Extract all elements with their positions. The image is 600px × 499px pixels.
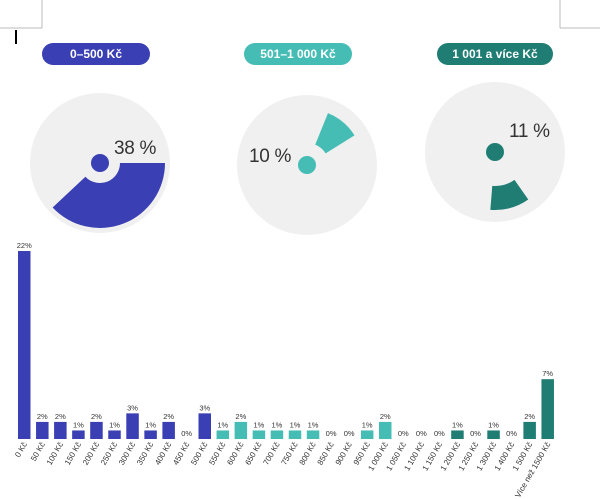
bar-value-label: 2% xyxy=(55,412,66,421)
pie-sector xyxy=(52,163,166,228)
bar xyxy=(379,421,392,439)
bar xyxy=(90,421,103,439)
bar xyxy=(360,430,374,439)
bar xyxy=(126,413,139,439)
pie-mid-graphic xyxy=(237,95,377,235)
bar xyxy=(72,430,85,439)
bar-value-label: 0% xyxy=(181,429,192,438)
pie-high-graphic xyxy=(425,82,565,222)
bar-value-label: 1% xyxy=(73,420,84,429)
bar-value-label: 1% xyxy=(217,420,228,429)
pie-high xyxy=(425,82,565,222)
bar-value-label: 1% xyxy=(272,420,283,429)
bar xyxy=(36,421,49,439)
pie-sector xyxy=(490,179,529,210)
pie-mid-percent: 10 % xyxy=(249,146,292,167)
pie-mid xyxy=(237,95,377,235)
bar-value-label: 0% xyxy=(326,429,337,438)
bar xyxy=(198,413,211,439)
bar xyxy=(162,421,175,439)
bar-value-label: 2% xyxy=(37,412,48,421)
bar-value-label: 1% xyxy=(145,420,156,429)
pie-low xyxy=(30,93,170,233)
bar-value-label: 2% xyxy=(380,412,391,421)
bar-value-label: 1% xyxy=(362,420,373,429)
pie-low-graphic xyxy=(30,93,170,233)
bar xyxy=(216,430,230,439)
bar-value-label: 1% xyxy=(253,420,264,429)
bar xyxy=(270,430,284,439)
group-pill-mid: 501–1 000 Kč xyxy=(244,43,352,65)
bar-value-label: 7% xyxy=(542,369,553,378)
bar-value-label: 2% xyxy=(91,412,102,421)
bar-value-label: 0% xyxy=(434,429,445,438)
group-pill-low: 0–500 Kč xyxy=(42,43,150,65)
bar xyxy=(252,430,266,439)
bar xyxy=(451,430,464,439)
bar-value-label: 2% xyxy=(163,412,174,421)
bar xyxy=(288,430,302,439)
x-tick-label: 0 Kč xyxy=(13,441,29,459)
crop-mark-left xyxy=(0,0,43,29)
bar xyxy=(18,251,31,439)
bar-value-label: 22% xyxy=(17,241,32,250)
bar xyxy=(541,379,554,439)
bar-value-label: 0% xyxy=(344,429,355,438)
bar-value-label: 1% xyxy=(452,420,463,429)
bar-value-label: 0% xyxy=(416,429,427,438)
bar xyxy=(108,430,121,439)
bar-value-label: 2% xyxy=(235,412,246,421)
bar-value-label: 0% xyxy=(398,429,409,438)
group-pill-high: 1 001 a více Kč xyxy=(437,43,553,65)
pie-center-dot xyxy=(298,156,316,174)
x-tick-label: 50 Kč xyxy=(29,441,47,463)
pie-high-percent: 11 % xyxy=(509,121,550,142)
price-distribution-bar-chart: 22%0 Kč2%50 Kč2%100 Kč1%150 Kč2%200 Kč1%… xyxy=(13,241,554,499)
bar xyxy=(523,421,536,439)
pie-low-percent: 38 % xyxy=(114,138,157,159)
pie-center-dot xyxy=(91,154,109,172)
bar-value-label: 3% xyxy=(127,403,138,412)
bar xyxy=(306,430,320,439)
bar-value-label: 2% xyxy=(524,412,535,421)
bar xyxy=(234,421,248,439)
crop-mark-right xyxy=(559,0,600,29)
bar-value-label: 0% xyxy=(506,429,517,438)
bar-value-label: 1% xyxy=(109,420,120,429)
pie-sector xyxy=(315,113,355,154)
bar xyxy=(144,430,157,439)
pie-center-dot xyxy=(486,143,504,161)
bar xyxy=(487,430,500,439)
bar-value-label: 3% xyxy=(199,403,210,412)
bar-value-label: 1% xyxy=(290,420,301,429)
bar-value-label: 0% xyxy=(470,429,481,438)
bar xyxy=(54,421,67,439)
bar-value-label: 1% xyxy=(308,420,319,429)
bar-value-label: 1% xyxy=(488,420,499,429)
text-cursor xyxy=(15,30,17,44)
